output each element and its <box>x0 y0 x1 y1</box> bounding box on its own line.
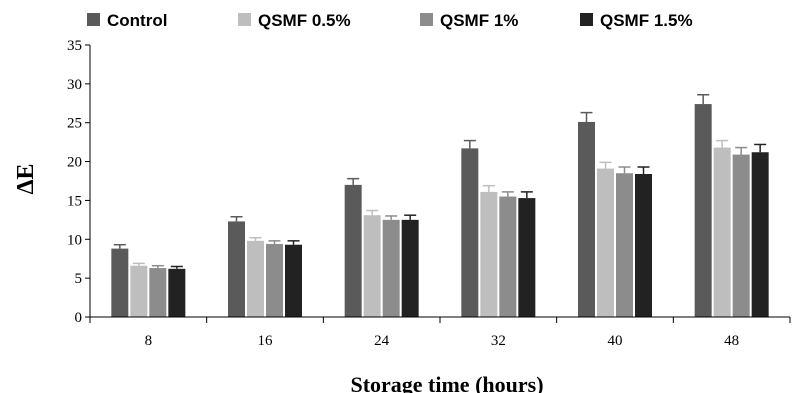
y-tick-label: 25 <box>67 116 82 132</box>
bar <box>111 248 129 317</box>
bar <box>344 184 362 317</box>
x-tick-label: 24 <box>374 333 390 349</box>
y-axis-title: ΔE <box>13 163 39 194</box>
legend-label: QSMF 1% <box>440 11 518 30</box>
legend-swatch <box>420 13 433 26</box>
bar <box>635 174 652 317</box>
x-tick-label: 16 <box>258 333 274 349</box>
bar <box>247 240 264 317</box>
y-axis: 0 5 10 15 20 25 30 35 <box>67 38 91 326</box>
bars <box>111 104 769 318</box>
y-tick-label: 10 <box>67 232 82 248</box>
legend: Control QSMF 0.5% QSMF 1% QSMF 1.5% <box>87 11 693 30</box>
y-tick-label: 5 <box>75 271 83 287</box>
legend-swatch <box>87 13 100 26</box>
bar <box>713 147 731 317</box>
bar <box>461 148 479 317</box>
bar <box>751 152 769 317</box>
bar <box>130 265 148 317</box>
bar <box>168 268 186 317</box>
bar <box>597 168 614 317</box>
bar <box>363 215 381 317</box>
x-tick-label: 8 <box>145 333 153 349</box>
bar <box>480 191 498 317</box>
y-tick-label: 30 <box>67 77 82 93</box>
x-tick-label: 32 <box>491 333 506 349</box>
legend-swatch <box>580 13 593 26</box>
x-tick-label: 48 <box>724 333 739 349</box>
bar <box>616 173 633 317</box>
y-tick-label: 20 <box>67 155 82 171</box>
bar <box>499 196 517 317</box>
bar <box>266 243 283 317</box>
bar <box>285 244 302 317</box>
bar <box>694 104 712 317</box>
bar <box>732 154 750 317</box>
bar <box>401 219 419 317</box>
x-axis: 8 16 24 32 40 48 <box>89 316 791 349</box>
x-tick-label: 40 <box>608 333 623 349</box>
legend-label: QSMF 0.5% <box>258 11 351 30</box>
bar <box>149 268 167 317</box>
legend-swatch <box>238 13 251 26</box>
y-tick-label: 35 <box>67 38 82 54</box>
y-tick-label: 0 <box>75 310 83 326</box>
y-tick-label: 15 <box>67 193 82 209</box>
error-bars <box>113 93 767 269</box>
bar <box>382 219 400 317</box>
legend-label: Control <box>107 11 167 30</box>
bar <box>578 121 595 318</box>
bar <box>228 221 245 317</box>
legend-label: QSMF 1.5% <box>600 11 693 30</box>
x-axis-title: Storage time (hours) <box>350 372 543 393</box>
bar <box>518 198 536 317</box>
